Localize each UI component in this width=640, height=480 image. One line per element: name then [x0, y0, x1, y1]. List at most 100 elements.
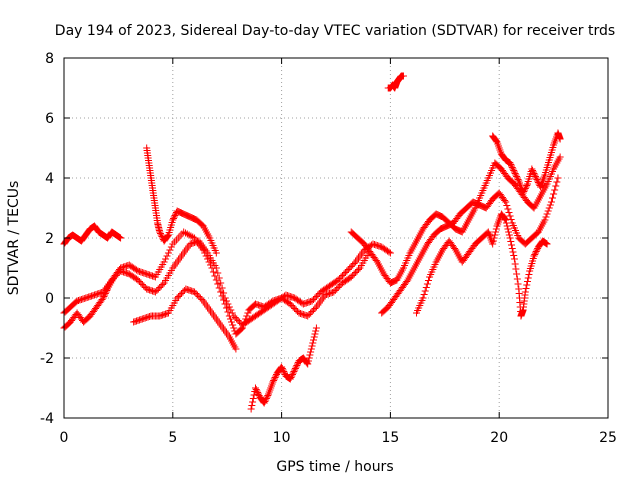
data-point — [523, 182, 531, 189]
data-point — [304, 312, 312, 320]
data-point — [511, 170, 519, 177]
data-point — [179, 288, 187, 296]
data-point — [341, 269, 349, 276]
data-point — [218, 284, 226, 292]
data-point — [170, 215, 178, 222]
data-point — [289, 303, 297, 311]
data-point — [228, 309, 236, 317]
data-point — [542, 213, 550, 221]
data-point — [271, 374, 279, 381]
data-point — [531, 173, 539, 180]
data-point — [314, 291, 322, 299]
data-point — [503, 202, 511, 209]
data-point — [214, 269, 222, 277]
data-point — [344, 266, 352, 273]
data-point — [551, 186, 559, 194]
data-point — [350, 260, 358, 267]
data-point — [227, 306, 235, 314]
data-point — [507, 161, 515, 168]
data-point — [510, 252, 518, 259]
data-point — [99, 294, 107, 302]
data-point — [421, 287, 429, 295]
data-point — [504, 205, 512, 213]
data-point — [157, 231, 165, 239]
data-point — [312, 327, 320, 335]
data-point — [349, 272, 357, 279]
data-point — [386, 249, 394, 257]
series-trace-k — [489, 129, 564, 197]
data-point — [169, 216, 177, 224]
data-point — [193, 291, 201, 299]
grid-lines — [64, 58, 608, 418]
data-point — [523, 281, 531, 289]
data-point — [510, 167, 518, 174]
data-point — [264, 392, 272, 399]
data-point — [221, 294, 229, 302]
data-point — [312, 293, 320, 300]
data-point — [337, 273, 345, 281]
x-tick-label: 0 — [60, 430, 69, 446]
data-point — [292, 363, 300, 371]
data-point — [260, 399, 268, 407]
data-point — [514, 280, 522, 288]
data-point — [508, 164, 516, 171]
data-point — [252, 386, 260, 393]
data-point — [204, 255, 212, 263]
data-point — [525, 271, 533, 278]
data-point — [293, 362, 301, 369]
data-point — [232, 345, 240, 353]
data-point — [183, 230, 191, 238]
data-point — [137, 279, 145, 287]
data-point — [109, 275, 117, 282]
data-point — [385, 248, 393, 256]
chart-title: Day 194 of 2023, Sidereal Day-to-day VTE… — [55, 23, 615, 39]
data-point — [164, 232, 172, 240]
data-point — [508, 241, 516, 249]
y-tick-label: -4 — [40, 411, 54, 427]
x-tick-label: 10 — [273, 430, 291, 446]
y-tick-label: 4 — [45, 171, 54, 187]
data-point — [556, 153, 564, 161]
data-point — [522, 285, 530, 292]
series-trace-a — [60, 228, 373, 338]
data-point — [307, 309, 315, 317]
data-point — [156, 230, 164, 237]
data-point — [154, 285, 162, 293]
data-point — [195, 293, 203, 300]
data-point — [134, 276, 142, 284]
data-point — [269, 378, 277, 386]
data-point — [153, 287, 161, 294]
data-point — [163, 252, 171, 260]
data-point — [222, 297, 230, 305]
data-point — [286, 375, 294, 383]
y-tick-label: 0 — [45, 291, 54, 307]
data-point — [304, 357, 312, 365]
data-point — [521, 186, 529, 194]
data-point — [549, 194, 557, 202]
data-point — [353, 267, 361, 275]
data-point — [231, 314, 239, 321]
data-point — [222, 304, 230, 312]
data-point — [308, 342, 316, 350]
data-point — [508, 245, 516, 252]
data-point — [287, 374, 295, 381]
data-point — [214, 280, 222, 288]
data-point — [502, 216, 510, 224]
data-point — [340, 270, 348, 278]
data-point — [159, 281, 167, 288]
data-point — [529, 168, 537, 176]
data-point — [336, 282, 344, 290]
data-point — [251, 384, 259, 392]
data-point — [247, 405, 255, 413]
data-point — [513, 270, 521, 278]
y-tick-labels: -4 -2 0 2 4 6 8 — [40, 51, 54, 427]
data-point — [215, 274, 223, 282]
data-point — [117, 234, 125, 242]
data-point — [519, 189, 527, 197]
data-point — [307, 348, 315, 356]
data-point — [506, 212, 514, 220]
data-point — [173, 294, 181, 302]
data-point — [420, 291, 428, 298]
data-point — [492, 137, 500, 145]
data-point — [133, 266, 141, 274]
